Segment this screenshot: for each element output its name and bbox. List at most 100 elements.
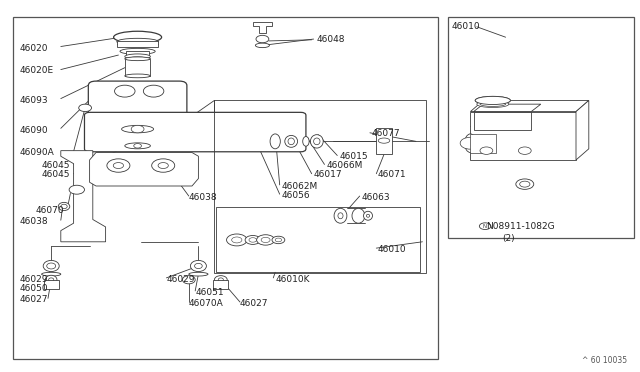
Text: 46038: 46038: [189, 193, 218, 202]
Circle shape: [480, 147, 493, 154]
Text: ^ 60 10035: ^ 60 10035: [582, 356, 627, 365]
Ellipse shape: [182, 276, 195, 284]
Circle shape: [107, 159, 130, 172]
Text: 46027: 46027: [240, 299, 269, 308]
Text: 46010K: 46010K: [275, 275, 310, 283]
Text: 46038: 46038: [19, 217, 48, 226]
Ellipse shape: [475, 96, 511, 105]
Circle shape: [79, 104, 92, 112]
Circle shape: [131, 125, 144, 133]
Ellipse shape: [195, 263, 202, 269]
Ellipse shape: [125, 54, 150, 59]
Bar: [126, 51, 149, 57]
Circle shape: [113, 163, 124, 169]
Ellipse shape: [45, 275, 57, 284]
Text: 46077: 46077: [371, 129, 400, 138]
Bar: [470, 134, 496, 153]
Polygon shape: [253, 22, 272, 33]
Circle shape: [158, 163, 168, 169]
Ellipse shape: [125, 57, 150, 61]
Ellipse shape: [314, 138, 320, 145]
Ellipse shape: [129, 57, 147, 61]
Bar: [44, 280, 59, 289]
Ellipse shape: [218, 278, 223, 282]
Text: 46070: 46070: [35, 206, 64, 215]
Circle shape: [516, 179, 534, 189]
Polygon shape: [576, 100, 589, 160]
Ellipse shape: [42, 272, 61, 276]
Circle shape: [460, 137, 481, 149]
FancyBboxPatch shape: [84, 112, 306, 152]
Ellipse shape: [114, 31, 161, 43]
Ellipse shape: [49, 278, 54, 282]
Ellipse shape: [378, 138, 390, 143]
Ellipse shape: [364, 211, 372, 220]
Ellipse shape: [310, 135, 323, 148]
Circle shape: [115, 85, 135, 97]
Polygon shape: [474, 112, 531, 130]
Text: N08911-1082G: N08911-1082G: [486, 222, 555, 231]
Ellipse shape: [125, 74, 150, 78]
Text: 46017: 46017: [314, 170, 342, 179]
Polygon shape: [470, 112, 576, 160]
Circle shape: [152, 159, 175, 172]
Text: 46029: 46029: [166, 275, 195, 283]
Circle shape: [479, 223, 491, 230]
Ellipse shape: [477, 101, 509, 108]
Text: 46045: 46045: [42, 170, 70, 179]
Circle shape: [256, 35, 269, 43]
Ellipse shape: [47, 263, 56, 269]
Ellipse shape: [44, 260, 60, 272]
Ellipse shape: [61, 204, 67, 209]
Ellipse shape: [480, 102, 506, 106]
Circle shape: [134, 144, 141, 148]
Text: 46071: 46071: [378, 170, 406, 179]
Text: 46050: 46050: [19, 284, 48, 293]
FancyBboxPatch shape: [88, 81, 187, 120]
Ellipse shape: [58, 202, 70, 211]
Text: N: N: [483, 224, 486, 229]
Ellipse shape: [338, 213, 343, 219]
Polygon shape: [470, 100, 589, 112]
Text: 46063: 46063: [362, 193, 390, 202]
Ellipse shape: [125, 143, 150, 149]
Ellipse shape: [288, 138, 294, 145]
Text: 46048: 46048: [317, 35, 346, 44]
Text: 46010: 46010: [451, 22, 480, 31]
Ellipse shape: [303, 137, 309, 146]
Ellipse shape: [285, 135, 298, 147]
Text: 46015: 46015: [339, 152, 368, 161]
Text: 46027: 46027: [19, 295, 48, 304]
Ellipse shape: [270, 134, 280, 149]
Polygon shape: [474, 104, 541, 112]
Bar: [125, 59, 150, 76]
Circle shape: [69, 185, 84, 194]
Text: 46029: 46029: [19, 275, 48, 283]
Circle shape: [275, 238, 282, 242]
Polygon shape: [90, 153, 198, 186]
Text: 46090: 46090: [19, 126, 48, 135]
Ellipse shape: [367, 214, 370, 217]
Text: 46020: 46020: [19, 44, 48, 53]
Circle shape: [227, 234, 247, 246]
Text: 46090A: 46090A: [19, 148, 54, 157]
Bar: [117, 41, 158, 46]
Ellipse shape: [465, 134, 476, 153]
Ellipse shape: [191, 260, 206, 272]
Circle shape: [249, 238, 257, 242]
Circle shape: [261, 237, 270, 243]
Bar: [214, 100, 426, 273]
Ellipse shape: [352, 208, 365, 223]
Text: 46010: 46010: [378, 245, 406, 254]
Ellipse shape: [116, 38, 159, 45]
Bar: [448, 17, 634, 238]
Text: 46062M: 46062M: [282, 182, 318, 190]
Circle shape: [232, 237, 242, 243]
Text: 46056: 46056: [282, 191, 310, 200]
Ellipse shape: [189, 272, 208, 276]
Ellipse shape: [255, 43, 269, 48]
Circle shape: [518, 147, 531, 154]
Text: 46066M: 46066M: [326, 161, 363, 170]
Circle shape: [143, 85, 164, 97]
Ellipse shape: [214, 276, 227, 284]
